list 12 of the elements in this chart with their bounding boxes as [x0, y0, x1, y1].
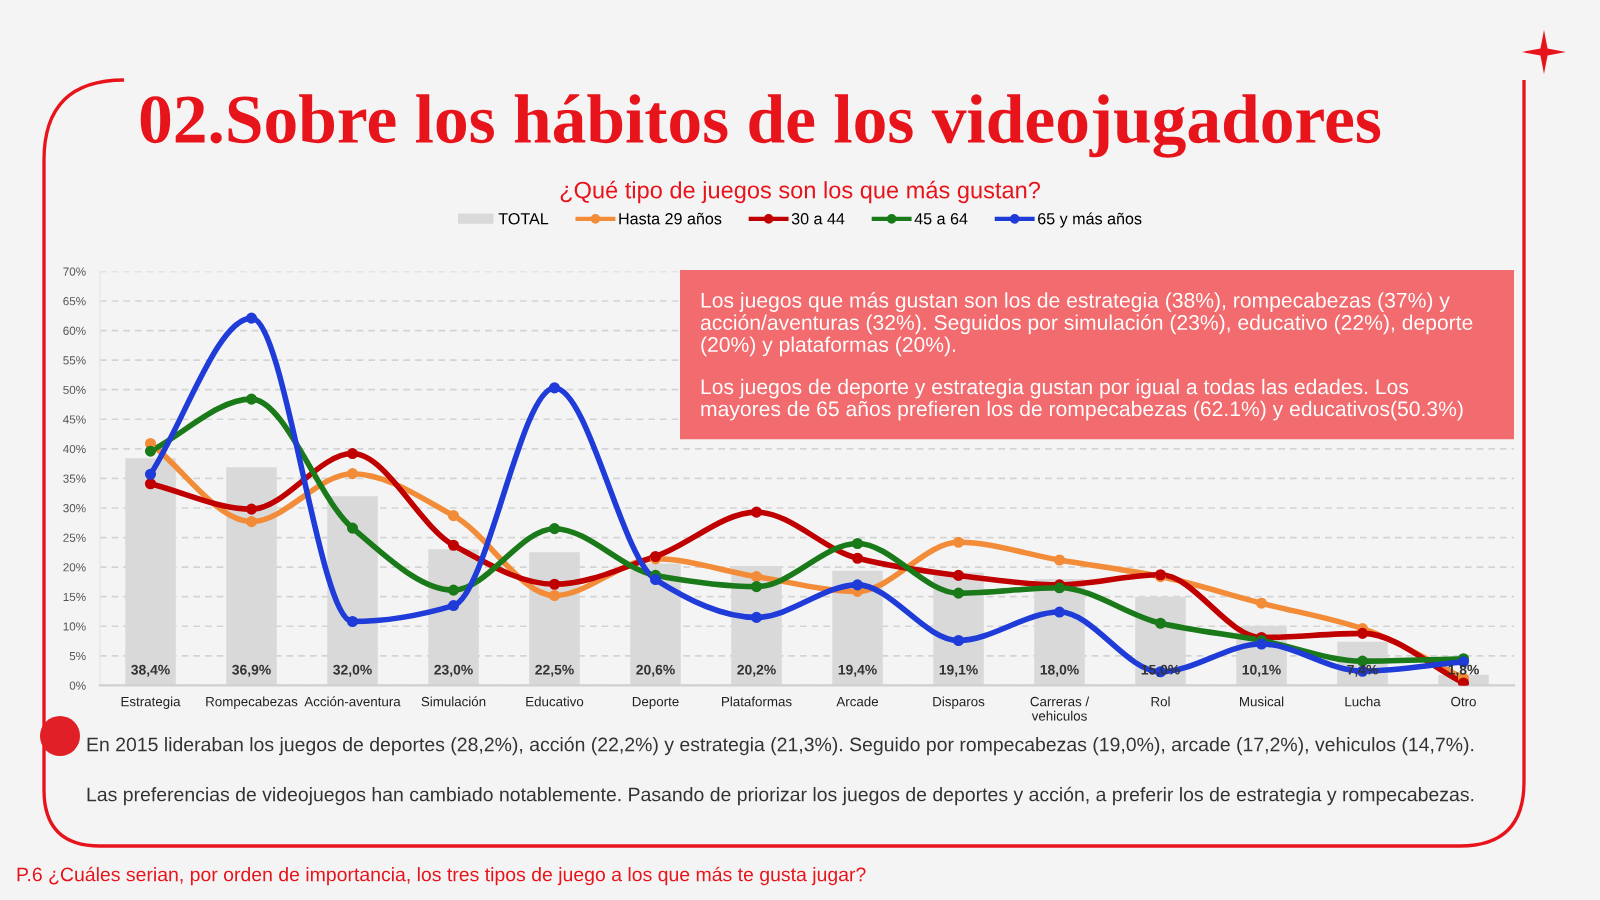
legend-label: Hasta 29 años: [619, 212, 722, 225]
text: P.6 ¿Cuáles serian, por orden de importancia, los tres tipos de juego a los que más te gusta jugar?: [17, 866, 866, 886]
chart-title: 02.Sobre los hábitos de los videojugadores: [140, 94, 1381, 158]
text: En 2015 lideraban los juegos de deportes (28,2%), acción (22,2%) y estrategia (21,3%). Seguido por rompecabezas (19,0%), arcade (17,2%), vehiculos (14,7%).: [87, 736, 1474, 756]
text: Las preferencias de videojuegos han cambiado notablemente. Pasando de priorizar los juegos de deportes y acción, a preferir los de estrategia y rompecabezas.: [87, 786, 1474, 806]
annotation: Los juegos de deporte y estrategia gustan por igual a todas las edades. Los mayores de 65 años prefieren los de rompecabezas (62.1%) y educativos(50.3%): [701, 378, 1463, 421]
legend-label: 65 y más años: [1038, 212, 1142, 228]
chart-subtitle: ¿Qué tipo de juegos son los que más gustan?: [560, 180, 1040, 204]
legend-label: TOTAL: [498, 213, 549, 225]
legend-label: 45 a 64: [914, 213, 968, 225]
legend-label: 30 a 44: [791, 213, 845, 225]
annotation: Los juegos que más gustan son los de estrategia (38%), rompecabezas (37%) y acción/aventuras (32%). Seguidos por simulación (23%), educativo (22%), deporte (20%) y plataformas (20%).: [700, 292, 1473, 357]
